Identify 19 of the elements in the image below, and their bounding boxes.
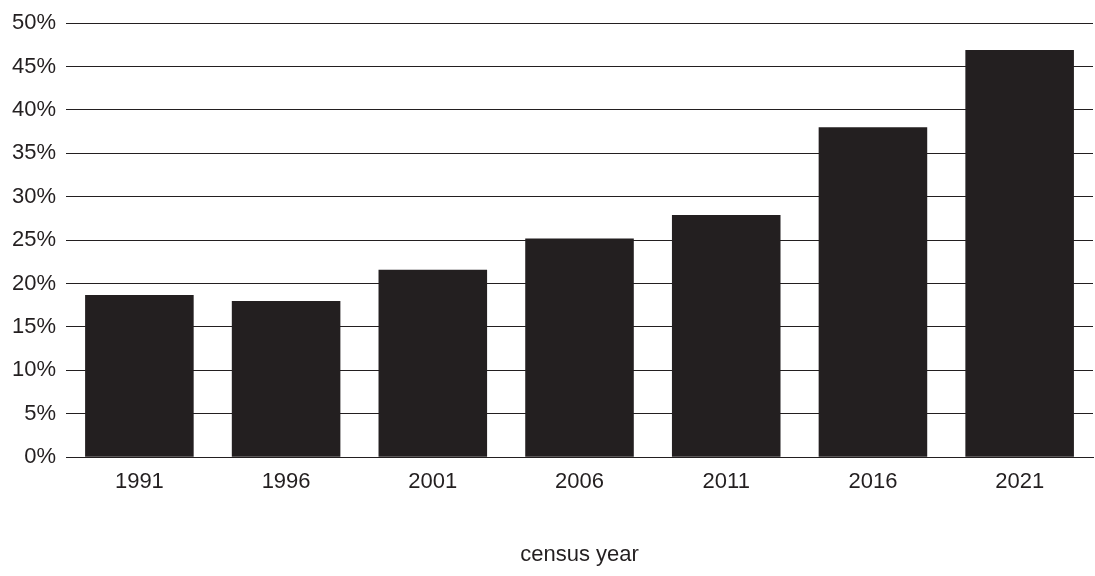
x-axis-title: census year xyxy=(520,540,639,566)
x-tick-label: 1996 xyxy=(261,468,311,494)
y-tick-label: 20% xyxy=(11,269,57,295)
y-tick-label: 45% xyxy=(11,52,57,78)
x-tick-label: 1991 xyxy=(114,468,164,494)
x-tick-label: 2021 xyxy=(995,468,1045,494)
y-tick-label: 15% xyxy=(11,313,57,339)
y-tick-label: 5% xyxy=(24,399,57,425)
x-tick-label: 2006 xyxy=(555,468,604,494)
y-tick-label: 0% xyxy=(24,443,57,469)
x-tick-label: 2016 xyxy=(848,468,898,494)
x-tick-label: 2001 xyxy=(408,468,458,494)
y-tick-label: 40% xyxy=(11,96,57,122)
x-tick-label: 2011 xyxy=(702,468,750,494)
y-tick-label: 30% xyxy=(11,182,57,208)
y-tick-label: 50% xyxy=(11,9,57,35)
y-tick-label: 10% xyxy=(11,356,57,382)
y-tick-label: 35% xyxy=(11,139,57,165)
y-tick-label: 25% xyxy=(11,226,57,252)
